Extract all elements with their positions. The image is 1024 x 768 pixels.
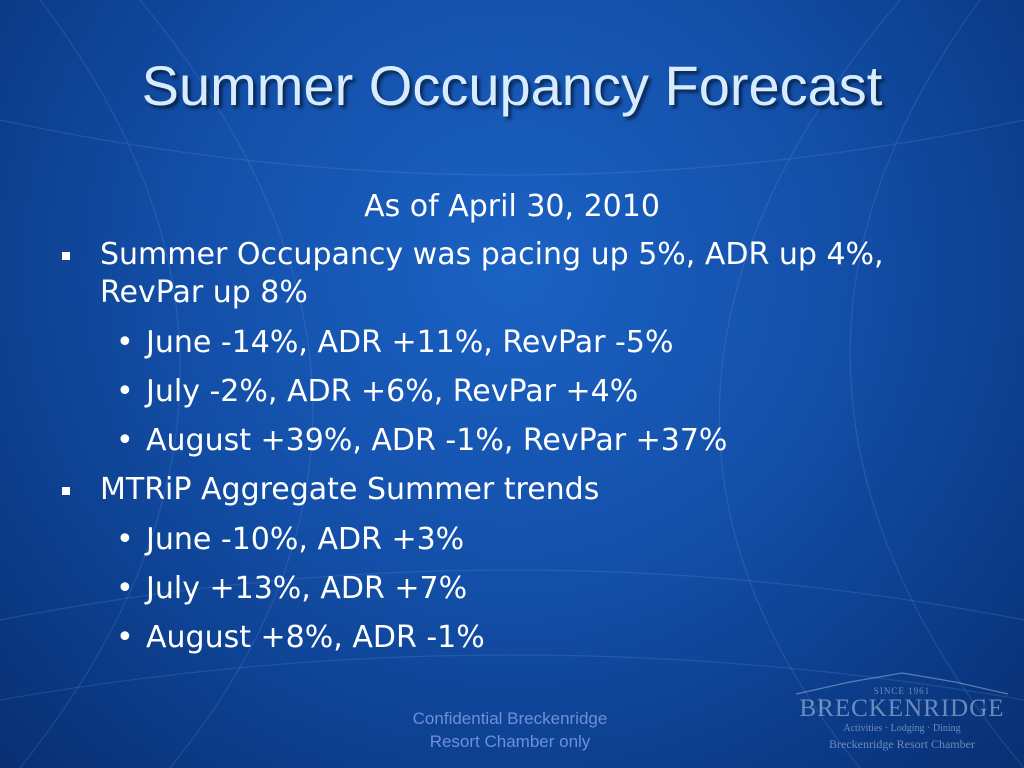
dot-bullet-icon: • <box>116 374 134 409</box>
sub-bullet-text: June -10%, ADR +3% <box>146 522 465 557</box>
bullet-item: MTRiP Aggregate Summer trends <box>62 471 962 509</box>
dot-bullet-icon: • <box>116 522 134 557</box>
bullet-text: MTRiP Aggregate Summer trends <box>100 472 600 507</box>
bullet-text: Summer Occupancy was pacing up 5%, ADR u… <box>100 237 884 310</box>
sub-bullet-text: July -2%, ADR +6%, RevPar +4% <box>146 374 639 409</box>
sub-bullet-item: • June -10%, ADR +3% <box>62 521 962 559</box>
sub-bullet-text: July +13%, ADR +7% <box>146 571 468 606</box>
sub-bullet-item: • August +39%, ADR -1%, RevPar +37% <box>62 422 962 460</box>
dot-bullet-icon: • <box>116 325 134 360</box>
mountain-outline-icon <box>795 672 1009 712</box>
logo-since: SINCE 1961 <box>873 686 931 696</box>
footer-line-2: Resort Chamber only <box>429 732 591 751</box>
confidential-footer: Confidential Breckenridge Resort Chamber… <box>360 707 660 753</box>
sub-bullet-text: August +8%, ADR -1% <box>146 620 485 655</box>
square-bullet-icon <box>62 252 70 260</box>
slide-subtitle: As of April 30, 2010 <box>364 189 660 224</box>
square-bullet-icon <box>62 487 70 495</box>
footer-line-1: Confidential Breckenridge <box>412 709 608 728</box>
slide-title: Summer Occupancy Forecast <box>141 54 883 117</box>
breckenridge-logo: SINCE 1961 BRECKENRIDGE Activities · Lod… <box>790 672 1014 764</box>
slide-content: Summer Occupancy was pacing up 5%, ADR u… <box>62 236 962 668</box>
sub-bullet-item: • July +13%, ADR +7% <box>62 570 962 608</box>
dot-bullet-icon: • <box>116 620 134 655</box>
sub-bullet-item: • August +8%, ADR -1% <box>62 619 962 657</box>
dot-bullet-icon: • <box>116 423 134 458</box>
sub-bullet-text: June -14%, ADR +11%, RevPar -5% <box>146 325 674 360</box>
sub-bullet-text: August +39%, ADR -1%, RevPar +37% <box>146 423 728 458</box>
sub-bullet-item: • July -2%, ADR +6%, RevPar +4% <box>62 373 962 411</box>
logo-tagline: Activities · Lodging · Dining <box>843 723 961 734</box>
bullet-item: Summer Occupancy was pacing up 5%, ADR u… <box>62 236 962 312</box>
sub-bullet-item: • June -14%, ADR +11%, RevPar -5% <box>62 324 962 362</box>
logo-org: Breckenridge Resort Chamber <box>829 737 975 751</box>
logo-name: BRECKENRIDGE <box>799 695 1005 722</box>
dot-bullet-icon: • <box>116 571 134 606</box>
